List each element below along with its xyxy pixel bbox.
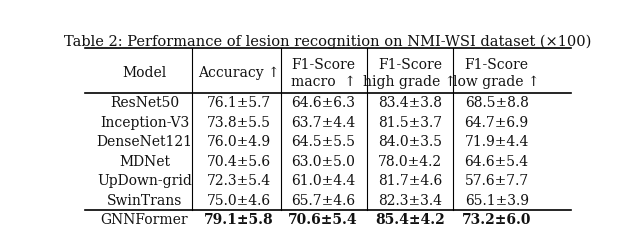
Text: 64.6±5.4: 64.6±5.4 — [465, 155, 529, 169]
Text: MDNet: MDNet — [119, 155, 170, 169]
Text: 73.8±5.5: 73.8±5.5 — [207, 116, 271, 130]
Text: F1-Score
high grade ↑: F1-Score high grade ↑ — [364, 58, 456, 88]
Text: 65.1±3.9: 65.1±3.9 — [465, 194, 529, 208]
Text: 81.5±3.7: 81.5±3.7 — [378, 116, 442, 130]
Text: Accuracy ↑: Accuracy ↑ — [198, 67, 280, 80]
Text: 57.6±7.7: 57.6±7.7 — [465, 174, 529, 188]
Text: 64.5±5.5: 64.5±5.5 — [291, 135, 355, 149]
Text: 61.0±4.4: 61.0±4.4 — [291, 174, 355, 188]
Text: F1-Score
macro  ↑: F1-Score macro ↑ — [291, 58, 356, 88]
Text: 82.3±3.4: 82.3±3.4 — [378, 194, 442, 208]
Text: 73.2±6.0: 73.2±6.0 — [462, 213, 531, 227]
Text: 63.0±5.0: 63.0±5.0 — [291, 155, 355, 169]
Text: 83.4±3.8: 83.4±3.8 — [378, 96, 442, 110]
Text: Model: Model — [122, 67, 166, 80]
Text: 85.4±4.2: 85.4±4.2 — [375, 213, 445, 227]
Text: 72.3±5.4: 72.3±5.4 — [207, 174, 271, 188]
Text: 81.7±4.6: 81.7±4.6 — [378, 174, 442, 188]
Text: 84.0±3.5: 84.0±3.5 — [378, 135, 442, 149]
Text: ResNet50: ResNet50 — [110, 96, 179, 110]
Text: 70.4±5.6: 70.4±5.6 — [207, 155, 271, 169]
Text: 76.0±4.9: 76.0±4.9 — [207, 135, 271, 149]
Text: 65.7±4.6: 65.7±4.6 — [291, 194, 355, 208]
Text: 64.7±6.9: 64.7±6.9 — [465, 116, 529, 130]
Text: Table 2: Performance of lesion recognition on NMI-WSI dataset (×100): Table 2: Performance of lesion recogniti… — [64, 34, 592, 49]
Text: 70.6±5.4: 70.6±5.4 — [288, 213, 358, 227]
Text: 71.9±4.4: 71.9±4.4 — [465, 135, 529, 149]
Text: GNNFormer: GNNFormer — [100, 213, 188, 227]
Text: DenseNet121: DenseNet121 — [97, 135, 193, 149]
Text: 75.0±4.6: 75.0±4.6 — [207, 194, 271, 208]
Text: 64.6±6.3: 64.6±6.3 — [291, 96, 355, 110]
Text: 63.7±4.4: 63.7±4.4 — [291, 116, 355, 130]
Text: UpDown-grid: UpDown-grid — [97, 174, 192, 188]
Text: 76.1±5.7: 76.1±5.7 — [207, 96, 271, 110]
Text: SwinTrans: SwinTrans — [107, 194, 182, 208]
Text: 79.1±5.8: 79.1±5.8 — [204, 213, 273, 227]
Text: Inception-V3: Inception-V3 — [100, 116, 189, 130]
Text: F1-Score
low grade ↑: F1-Score low grade ↑ — [453, 58, 540, 88]
Text: 68.5±8.8: 68.5±8.8 — [465, 96, 529, 110]
Text: 78.0±4.2: 78.0±4.2 — [378, 155, 442, 169]
